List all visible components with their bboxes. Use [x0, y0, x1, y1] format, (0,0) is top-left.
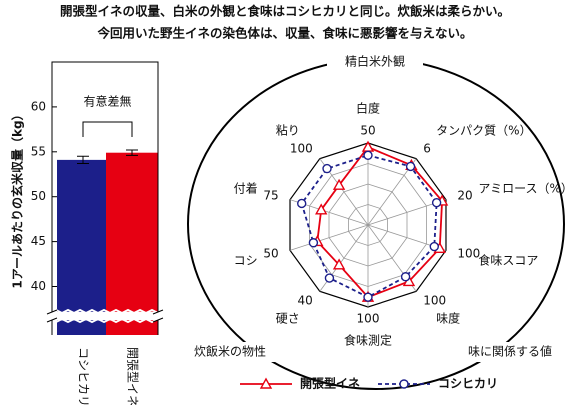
axis-label: 味度: [436, 310, 460, 325]
data-point: [405, 161, 416, 172]
y-axis-label: 1アールあたりの玄米収量（kg）: [10, 108, 25, 288]
axis-label: 白度: [356, 101, 380, 116]
axis-max-label: 50: [360, 124, 375, 138]
group-label: 炊飯米の物性: [194, 344, 266, 359]
group-label: 精白米外観: [345, 54, 405, 69]
data-point: [332, 258, 346, 270]
label-bg: [182, 342, 278, 362]
axis-max-label: 75: [263, 188, 278, 202]
data-point: [363, 292, 373, 302]
axis-label: 粘り: [276, 123, 300, 138]
x-tick-label: 開張型イネ: [126, 347, 140, 405]
data-point: [363, 150, 373, 161]
break-mark: [46, 309, 164, 323]
y-tick-label: 55: [31, 144, 46, 158]
axis-break: [48, 312, 162, 320]
data-point: [322, 163, 332, 174]
data-point: [308, 238, 319, 248]
axis-max-label: 100: [290, 141, 313, 155]
bracket: [82, 121, 133, 137]
data-point: [332, 178, 346, 190]
x-tick-label: コシヒカリ: [77, 347, 91, 405]
data-point: [431, 198, 442, 208]
data-point: [315, 203, 328, 215]
axis-label: 付着: [234, 181, 258, 196]
legend-label: コシヒカリ: [438, 377, 498, 391]
axis-max-label: 6: [423, 141, 431, 155]
data-point: [429, 241, 439, 252]
group-label: 味に関係する値: [468, 344, 552, 359]
axis-max-label: 50: [263, 247, 278, 261]
error-bar: [126, 149, 138, 156]
axis-max-label: 100: [423, 294, 446, 308]
data-point: [361, 140, 375, 152]
header-line: 今回用いた野生イネの染色体は、収量、食味に悪影響を与えない。: [96, 26, 472, 41]
axis-label: 食味測定: [344, 333, 392, 348]
series-line: [316, 146, 444, 299]
header-line: 開張型イネの収量、白米の外観と食味はコシヒカリと同じ。炊飯米は柔らかい。: [60, 4, 510, 19]
bar: [106, 152, 158, 335]
data-point: [297, 198, 307, 209]
bar: [57, 159, 109, 335]
legend-label: 開張型イネ: [300, 376, 360, 391]
label-bg: [327, 52, 423, 72]
axis-max-label: 20: [457, 188, 472, 202]
frame: [51, 61, 159, 335]
axis-label: コシ: [234, 253, 258, 267]
data-point: [400, 272, 411, 282]
axis-max-label: 100: [357, 312, 380, 326]
y-tick-label: 60: [31, 99, 46, 113]
legend-marker: [259, 377, 273, 389]
data-point: [324, 273, 335, 283]
axis-break: [49, 308, 159, 324]
axis-label: アミロース（%）: [478, 182, 570, 196]
y-tick-label: 45: [31, 234, 46, 248]
spoke: [289, 224, 369, 251]
annotation: 有意差無: [83, 94, 131, 109]
legend-marker: [399, 379, 409, 389]
axis-label: 食味スコア: [478, 252, 538, 267]
y-tick-label: 50: [31, 189, 46, 203]
axis-label: タンパク質（%）: [436, 123, 531, 138]
error-bar: [77, 155, 89, 164]
label-bg: [462, 342, 558, 362]
axis-max-label: 100: [457, 247, 480, 261]
axis-label: 硬さ: [276, 311, 300, 325]
y-tick-label: 40: [31, 279, 46, 293]
axis-max-label: 40: [297, 294, 312, 308]
